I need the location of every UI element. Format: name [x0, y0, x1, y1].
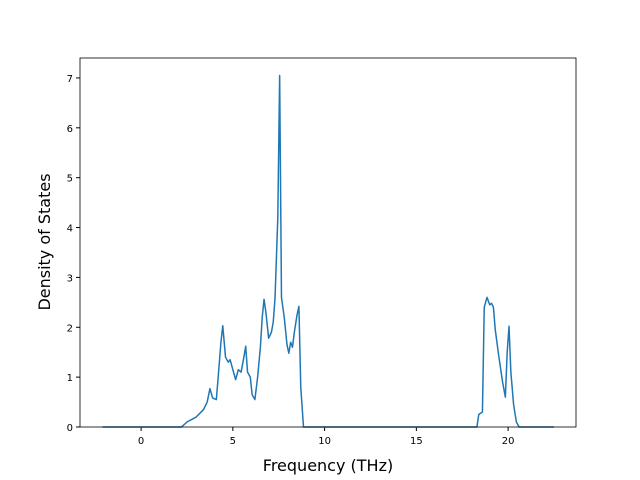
y-tick-label: 2 [67, 323, 73, 334]
x-tick-label: 0 [138, 436, 144, 447]
line-series [102, 74, 554, 428]
y-tick-label: 0 [67, 423, 73, 434]
y-tick-label: 4 [67, 224, 73, 235]
x-tick-label: 20 [502, 436, 515, 447]
y-axis-label: Density of States [35, 173, 54, 310]
y-tick-label: 6 [67, 124, 73, 135]
x-axis-label: Frequency (THz) [263, 456, 393, 475]
x-tick-label: 15 [410, 436, 423, 447]
plot-frame [79, 57, 577, 428]
y-tick-label: 1 [67, 373, 73, 384]
x-tick-label: 10 [318, 436, 331, 447]
y-tick-label: 5 [67, 174, 73, 185]
y-tick-label: 3 [67, 273, 73, 284]
y-tick-label: 7 [67, 74, 73, 85]
x-tick-label: 5 [230, 436, 236, 447]
